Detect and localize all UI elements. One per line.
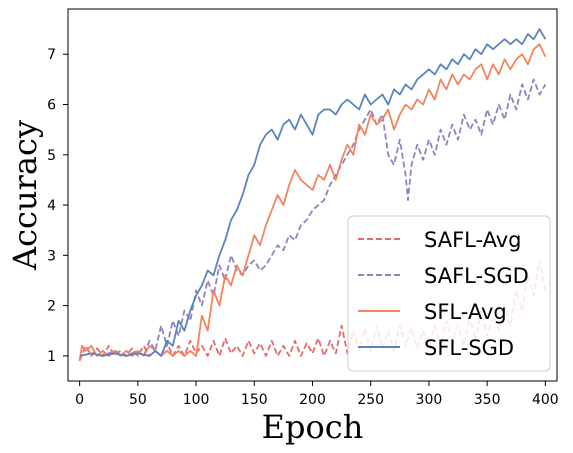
y-tick-label: 1 xyxy=(47,349,56,365)
y-tick-label: 4 xyxy=(47,198,56,214)
y-tick-label: 6 xyxy=(47,98,56,114)
legend-label: SFL-Avg xyxy=(424,300,507,324)
x-tick-label: 350 xyxy=(474,392,501,408)
x-axis-title: Epoch xyxy=(262,408,364,446)
legend-label: SFL-SGD xyxy=(424,336,514,360)
legend: SAFL-Avg SAFL-SGD SFL-Avg SFL-SGD xyxy=(347,215,551,372)
x-tick-label: 150 xyxy=(241,392,268,408)
x-tick-label: 400 xyxy=(532,392,559,408)
ticks-layer: 0 50 100 150 200 250 300 350 400 1 2 3 4 5 6 7 xyxy=(47,47,559,408)
series-line-safl-sgd xyxy=(79,78,547,357)
series-line-sfl-sgd xyxy=(79,28,547,357)
x-tick-label: 0 xyxy=(75,392,84,408)
x-tick-label: 100 xyxy=(183,392,210,408)
series-line-sfl-avg xyxy=(78,43,547,362)
legend-label: SAFL-Avg xyxy=(424,228,522,252)
legend-box xyxy=(347,215,551,372)
x-tick-label: 200 xyxy=(299,392,326,408)
y-axis-title: Accuracy xyxy=(6,120,44,271)
y-tick-label: 2 xyxy=(47,299,56,315)
x-tick-label: 50 xyxy=(129,392,147,408)
y-tick-label: 7 xyxy=(47,47,56,63)
legend-label: SAFL-SGD xyxy=(424,264,529,288)
y-tick-label: 3 xyxy=(47,248,56,264)
x-tick-label: 250 xyxy=(357,392,384,408)
x-tick-label: 300 xyxy=(416,392,443,408)
y-tick-label: 5 xyxy=(47,148,56,164)
